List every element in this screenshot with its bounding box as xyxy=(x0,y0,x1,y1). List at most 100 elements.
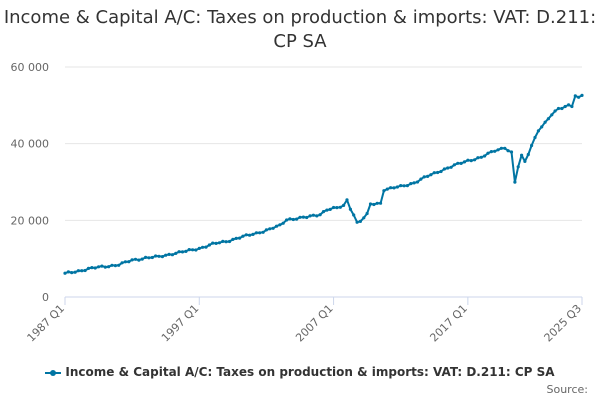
data-point[interactable] xyxy=(352,213,356,217)
data-point[interactable] xyxy=(442,167,446,171)
data-point[interactable] xyxy=(560,106,564,111)
data-point[interactable] xyxy=(456,161,460,165)
data-point[interactable] xyxy=(66,270,70,274)
data-point[interactable] xyxy=(375,201,379,205)
data-point[interactable] xyxy=(523,159,527,163)
data-point[interactable] xyxy=(144,255,148,259)
data-point[interactable] xyxy=(100,264,104,268)
data-point[interactable] xyxy=(154,254,158,258)
data-point[interactable] xyxy=(264,228,268,232)
data-point[interactable] xyxy=(291,217,295,222)
data-point[interactable] xyxy=(133,257,138,261)
data-point[interactable] xyxy=(486,151,490,155)
data-point[interactable] xyxy=(449,165,453,169)
data-point[interactable] xyxy=(177,250,181,254)
data-point[interactable] xyxy=(540,125,544,129)
data-point[interactable] xyxy=(130,258,134,262)
data-point[interactable] xyxy=(479,155,483,159)
data-point[interactable] xyxy=(526,152,530,157)
data-point[interactable] xyxy=(365,211,369,216)
data-point[interactable] xyxy=(409,182,413,186)
data-point[interactable] xyxy=(281,221,285,225)
data-point[interactable] xyxy=(530,143,534,148)
data-point[interactable] xyxy=(335,206,339,210)
data-point[interactable] xyxy=(395,185,399,189)
data-point[interactable] xyxy=(258,231,262,235)
data-point[interactable] xyxy=(469,159,473,163)
data-point[interactable] xyxy=(318,213,322,217)
data-point[interactable] xyxy=(580,93,584,97)
data-point[interactable] xyxy=(358,219,362,223)
data-point[interactable] xyxy=(140,257,144,261)
data-point[interactable] xyxy=(194,248,198,252)
data-point[interactable] xyxy=(160,255,164,259)
data-point[interactable] xyxy=(473,158,477,162)
data-point[interactable] xyxy=(301,215,305,219)
data-point[interactable] xyxy=(170,253,174,257)
data-point[interactable] xyxy=(553,109,557,113)
data-point[interactable] xyxy=(402,184,406,188)
data-point[interactable] xyxy=(174,251,178,255)
data-point[interactable] xyxy=(308,214,312,218)
data-point[interactable] xyxy=(503,146,507,150)
data-point[interactable] xyxy=(533,135,537,140)
data-point[interactable] xyxy=(184,249,188,253)
data-point[interactable] xyxy=(432,171,436,175)
data-point[interactable] xyxy=(113,264,117,268)
data-point[interactable] xyxy=(120,261,124,265)
data-point[interactable] xyxy=(157,254,161,258)
data-point[interactable] xyxy=(563,104,567,109)
data-point[interactable] xyxy=(137,258,141,262)
data-point[interactable] xyxy=(110,263,114,267)
data-point[interactable] xyxy=(382,189,386,193)
data-point[interactable] xyxy=(345,198,349,202)
data-point[interactable] xyxy=(295,217,299,221)
data-point[interactable] xyxy=(224,240,228,244)
data-point[interactable] xyxy=(197,246,201,250)
data-point[interactable] xyxy=(86,266,91,270)
data-point[interactable] xyxy=(214,241,218,245)
data-point[interactable] xyxy=(332,205,336,210)
data-point[interactable] xyxy=(429,173,433,177)
data-point[interactable] xyxy=(90,266,94,270)
data-point[interactable] xyxy=(221,239,225,243)
data-point[interactable] xyxy=(248,233,252,237)
data-point[interactable] xyxy=(496,148,500,152)
data-point[interactable] xyxy=(513,180,517,184)
data-point[interactable] xyxy=(342,203,346,207)
data-point[interactable] xyxy=(412,181,416,185)
data-point[interactable] xyxy=(556,106,561,111)
data-point[interactable] xyxy=(389,186,393,190)
data-point[interactable] xyxy=(546,117,551,121)
data-point[interactable] xyxy=(362,216,366,220)
data-point[interactable] xyxy=(211,241,215,245)
data-point[interactable] xyxy=(298,215,302,219)
data-point[interactable] xyxy=(315,214,319,218)
data-point[interactable] xyxy=(73,270,77,274)
data-point[interactable] xyxy=(372,202,376,207)
data-point[interactable] xyxy=(499,146,503,150)
data-point[interactable] xyxy=(103,265,107,269)
data-point[interactable] xyxy=(415,180,420,184)
data-point[interactable] xyxy=(462,160,467,164)
data-point[interactable] xyxy=(254,231,258,235)
credits[interactable]: Source: xyxy=(546,383,589,396)
data-point[interactable] xyxy=(338,205,342,209)
data-point[interactable] xyxy=(489,150,493,154)
data-point[interactable] xyxy=(201,245,205,249)
data-point[interactable] xyxy=(97,265,101,269)
series-layer[interactable] xyxy=(63,93,584,275)
data-point[interactable] xyxy=(436,170,440,175)
data-point[interactable] xyxy=(325,208,329,212)
data-point[interactable] xyxy=(268,227,272,231)
data-point[interactable] xyxy=(204,245,208,249)
data-point[interactable] xyxy=(107,265,111,269)
data-point[interactable] xyxy=(419,177,423,181)
data-point[interactable] xyxy=(227,239,232,244)
data-point[interactable] xyxy=(348,207,352,211)
data-point[interactable] xyxy=(426,174,430,178)
data-point[interactable] xyxy=(466,158,470,162)
data-point[interactable] xyxy=(285,218,289,222)
data-point[interactable] xyxy=(550,113,554,117)
data-point[interactable] xyxy=(311,213,315,217)
